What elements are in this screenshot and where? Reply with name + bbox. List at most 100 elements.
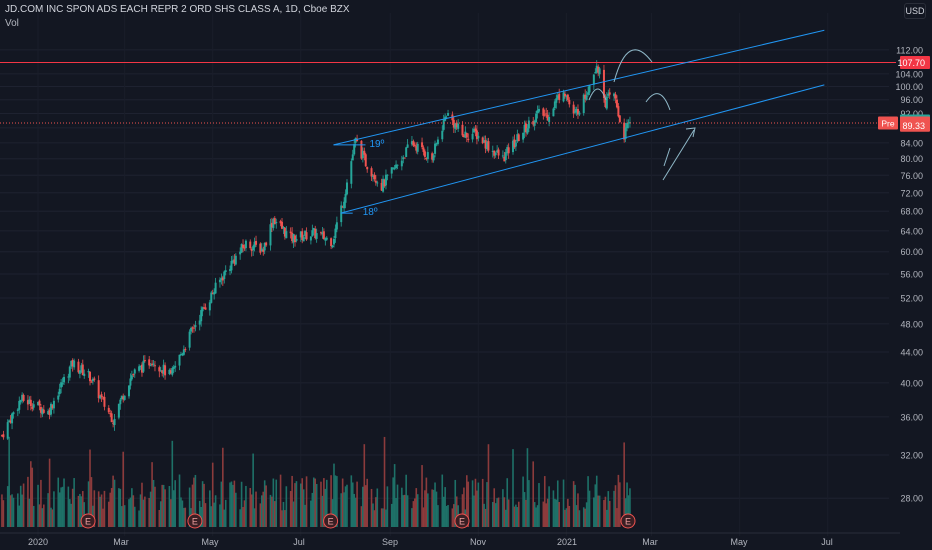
candle-body [516, 134, 519, 142]
volume-bar [503, 497, 506, 527]
earnings-marker[interactable] [323, 513, 339, 529]
earnings-marker[interactable] [187, 513, 203, 529]
candle-body [39, 406, 42, 413]
candle-body [109, 413, 112, 415]
volume-bar [496, 498, 498, 527]
volume-bar [614, 485, 617, 527]
price-axis[interactable] [896, 0, 932, 550]
candle-body [572, 104, 575, 114]
candle-body [233, 259, 236, 264]
volume-bar [333, 463, 335, 527]
candle-body [356, 138, 359, 142]
time-axis-tick-label: May [201, 537, 219, 547]
candle-body [42, 409, 45, 413]
volume-bar [607, 491, 610, 527]
candle-body [192, 327, 195, 329]
candle-body [148, 359, 151, 366]
candle-body [77, 361, 80, 373]
candle-body [452, 119, 455, 128]
candle-body [334, 228, 337, 239]
volume-bar [494, 503, 497, 527]
candle-body [597, 66, 600, 73]
candle-body [474, 128, 477, 132]
candle-body [61, 383, 64, 385]
volume-bar [562, 479, 565, 527]
candle-body [260, 248, 263, 252]
candle-body [159, 370, 162, 372]
volume-bar [110, 488, 113, 527]
candle-body [224, 270, 227, 273]
candle-body [598, 68, 601, 75]
volume-bar [12, 497, 15, 527]
price-label-prefix-box [878, 116, 898, 130]
volume-bar [68, 499, 71, 527]
volume-bar [222, 447, 224, 527]
volume-bar [525, 499, 527, 527]
price-axis-tick-label: 52.00 [900, 294, 923, 304]
volume-bar [366, 478, 368, 527]
volume-bar [513, 506, 516, 527]
volume-bar [504, 509, 507, 527]
candle-body [289, 231, 292, 234]
volume-bar [223, 509, 226, 527]
volume-bar [141, 482, 143, 527]
candle-body [532, 121, 535, 125]
volume-bar [302, 489, 305, 527]
volume-bar [112, 475, 114, 527]
candle-body [354, 137, 357, 143]
candle-body [291, 232, 294, 242]
candle-body [265, 242, 268, 246]
candle-body [343, 201, 346, 209]
volume-bar [214, 495, 217, 527]
volume-bar [103, 490, 106, 527]
chart-header: JD.COM INC SPON ADS EACH REPR 2 ORD SHS … [5, 4, 350, 29]
projection-arrow [662, 129, 695, 181]
volume-bar [255, 491, 257, 527]
volume-bar [48, 458, 51, 527]
candle-body [602, 69, 605, 99]
candle-body [546, 114, 549, 121]
candle-body [617, 106, 620, 117]
earnings-marker[interactable] [454, 513, 470, 529]
candle-body [112, 422, 115, 424]
candle-body [555, 98, 558, 103]
earnings-marker[interactable] [80, 513, 96, 529]
candle-body [395, 164, 398, 169]
candle-body [473, 128, 476, 133]
volume-bar [194, 474, 197, 527]
currency-badge[interactable]: USD [904, 3, 926, 19]
volume-bar [31, 467, 34, 527]
candle-body [242, 244, 245, 248]
candle-body [130, 375, 133, 380]
candle-body [504, 152, 507, 161]
candle-body [78, 370, 81, 374]
volume-bar [119, 488, 122, 527]
earnings-marker[interactable] [620, 513, 636, 529]
volume-bar [144, 496, 146, 527]
candle-body [275, 221, 278, 224]
candle-body [250, 249, 253, 251]
volume-bar [120, 506, 123, 527]
volume-bar [340, 493, 343, 527]
candle-body [565, 96, 568, 98]
candle-body [613, 93, 616, 97]
candle-body [390, 167, 393, 174]
candle-body [168, 369, 171, 375]
channel-lower-line[interactable] [340, 84, 825, 214]
volume-bar [538, 483, 540, 527]
angle-label: 19º [369, 139, 384, 150]
candle-body [471, 133, 474, 140]
candle-body [431, 153, 434, 160]
candle-body [16, 409, 19, 411]
candle-body [402, 157, 405, 160]
price-axis-tick-label: 40.00 [900, 378, 923, 388]
volume-bar [93, 490, 96, 527]
volume-bar [616, 508, 618, 527]
volume-bar [79, 493, 81, 527]
volume-bar [67, 486, 70, 527]
volume-bar [613, 490, 615, 527]
volume-bar [161, 484, 163, 527]
volume-bar [421, 465, 423, 527]
channel-upper-line[interactable] [333, 29, 825, 146]
